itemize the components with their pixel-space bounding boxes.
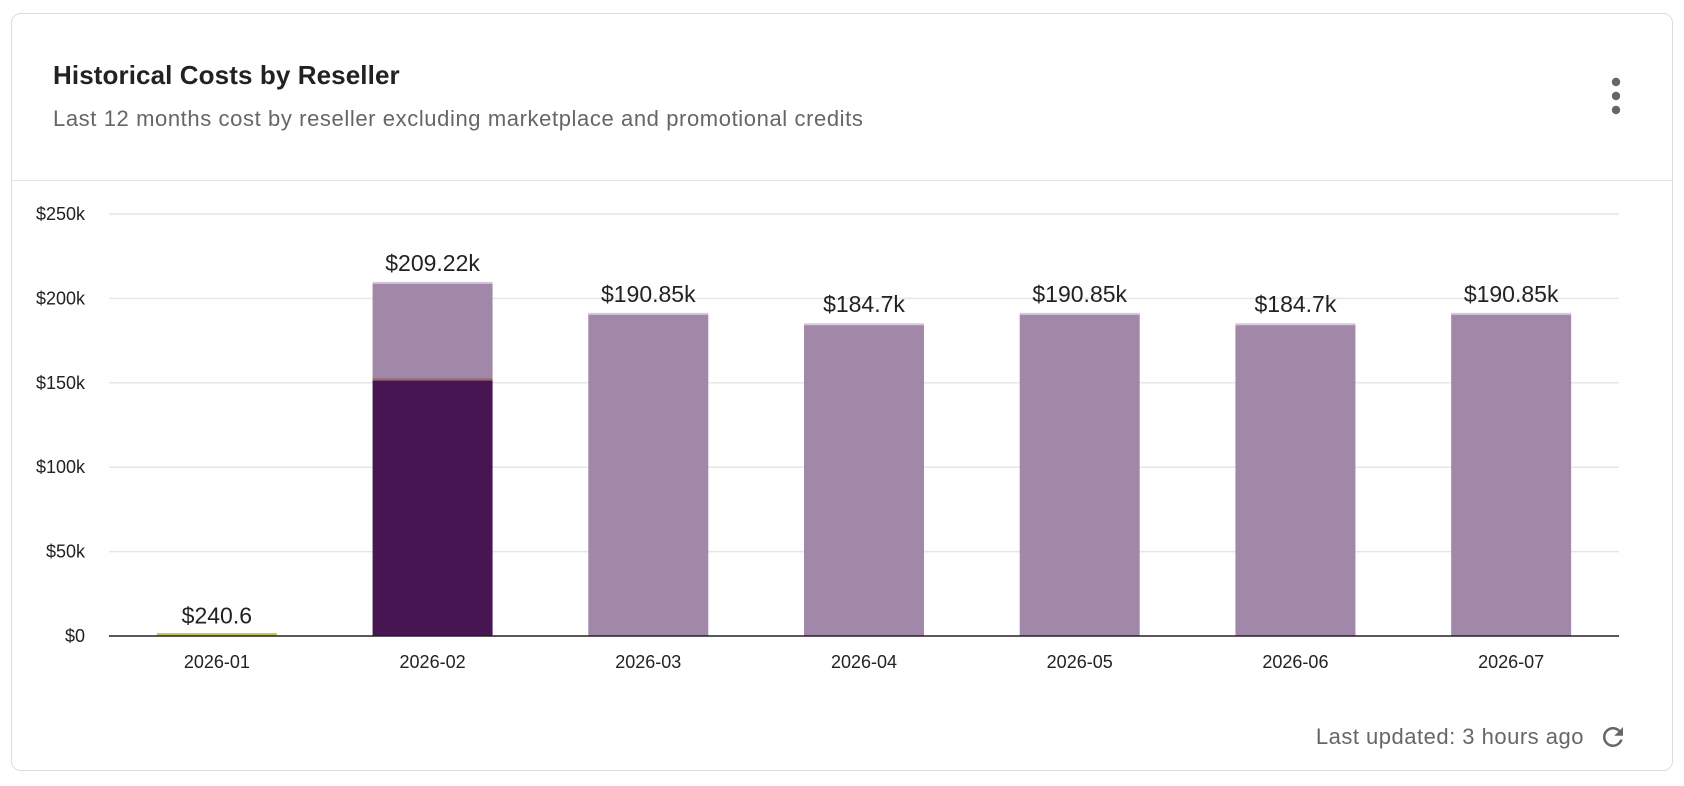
axis-layer: $0 $50k $100k $150k $200k $250k 2026-01 2026-02… [36, 204, 1619, 672]
more-vert-icon [1611, 77, 1621, 115]
y-tick-label: $150k [36, 373, 86, 393]
footer: Last updated: 3 hours ago [1316, 722, 1628, 752]
card-title: Historical Costs by Reseller [53, 60, 400, 90]
bar-total-label: $240.6 [182, 603, 252, 629]
y-tick-label: $200k [36, 288, 86, 308]
refresh-button[interactable] [1598, 722, 1628, 752]
bar-segment[interactable] [156, 633, 277, 636]
bar-segment[interactable] [372, 377, 493, 381]
bar-chart: $240.6 $209.22k $190.85k $184.7k $190.85k $18… [36, 204, 1619, 672]
y-tick-label: $100k [36, 457, 86, 477]
bar-segment[interactable] [372, 380, 493, 636]
x-tick-label: 2026-04 [831, 652, 897, 672]
bar-total-label: $190.85k [1464, 281, 1559, 307]
bar-top-cap [1451, 312, 1572, 315]
bar-segment[interactable] [1019, 313, 1140, 636]
card-subtitle: Last 12 months cost by reseller excludin… [53, 106, 864, 131]
x-tick-label: 2026-03 [615, 652, 681, 672]
bar-top-cap [372, 281, 493, 284]
bars-layer [156, 281, 1572, 636]
bar-total-label: $190.85k [601, 281, 696, 307]
y-tick-label: $0 [65, 626, 85, 646]
bar-top-cap [804, 323, 924, 326]
bar-total-label: $209.22k [385, 250, 480, 276]
bar-top-cap [588, 312, 709, 315]
bar-segment[interactable] [1451, 313, 1572, 636]
bar-segment[interactable] [372, 282, 493, 379]
x-tick-label: 2026-06 [1262, 652, 1328, 672]
card-header: Historical Costs by Reseller Last 12 mon… [12, 14, 1672, 181]
last-updated-text: Last updated: 3 hours ago [1315, 724, 1584, 749]
bar-segment[interactable] [1235, 324, 1356, 636]
historical-costs-card: Historical Costs by Reseller Last 12 mon… [11, 13, 1673, 771]
x-tick-label: 2026-02 [400, 652, 466, 672]
refresh-icon [1602, 727, 1623, 747]
bar-top-cap [1019, 312, 1140, 315]
labels-layer: $240.6 $209.22k $190.85k $184.7k $190.85k $18… [182, 250, 1559, 629]
bar-total-label: $184.7k [823, 291, 905, 317]
bar-total-label: $190.85k [1032, 281, 1127, 307]
more-options-button[interactable] [1592, 72, 1640, 120]
bar-segment[interactable] [588, 313, 709, 636]
x-tick-label: 2026-07 [1478, 652, 1544, 672]
chart-area: $240.6 $209.22k $190.85k $184.7k $190.85k $18… [12, 181, 1672, 741]
y-tick-label: $50k [46, 542, 86, 562]
x-tick-label: 2026-01 [184, 652, 250, 672]
y-tick-label: $250k [36, 204, 86, 224]
bar-top-cap [1235, 323, 1356, 326]
bar-segment[interactable] [804, 324, 924, 636]
x-tick-label: 2026-05 [1047, 652, 1113, 672]
bar-total-label: $184.7k [1254, 291, 1336, 317]
